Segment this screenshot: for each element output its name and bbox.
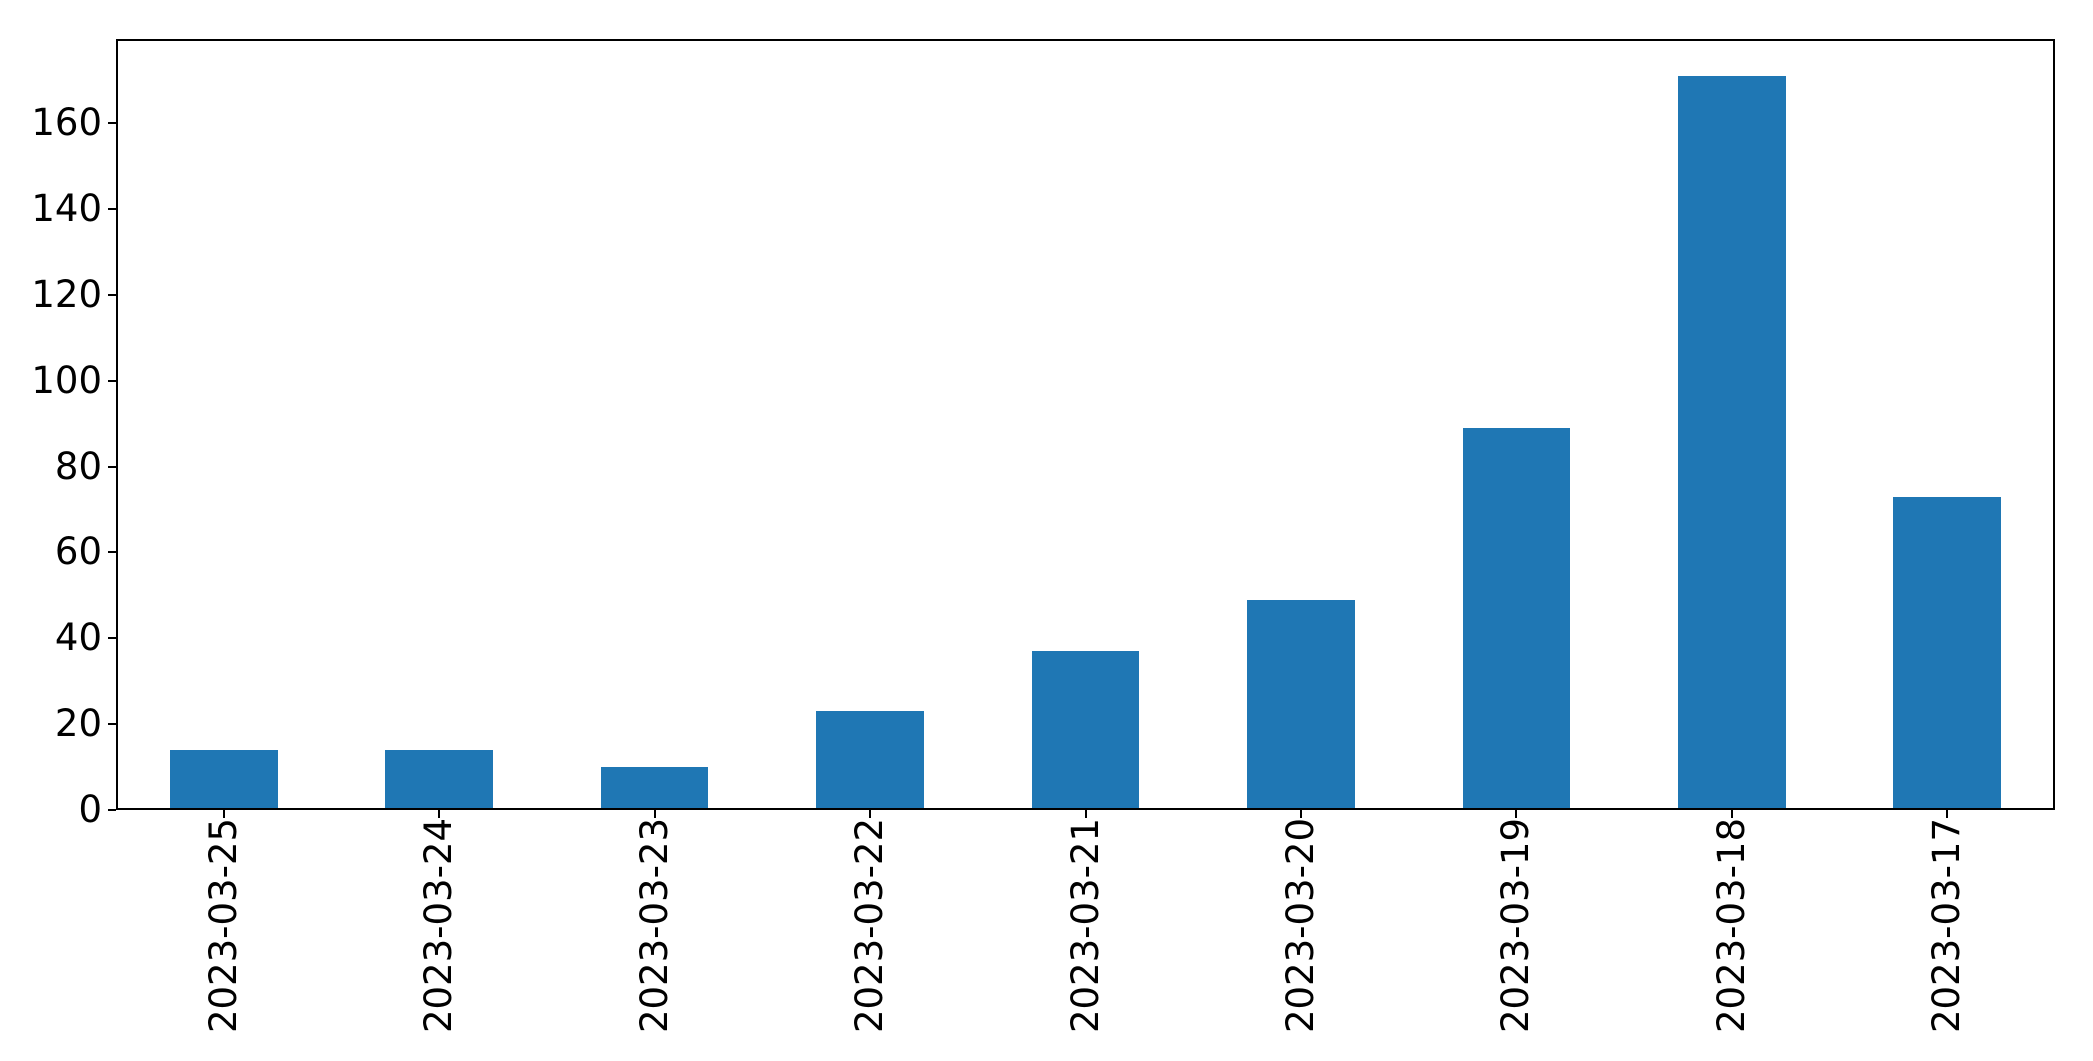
x-tick-label: 2023-03-17 — [1925, 818, 1969, 1034]
bar-2023-03-24 — [385, 749, 494, 810]
y-tick-mark — [108, 551, 116, 554]
bar-2023-03-17 — [1893, 496, 2002, 810]
y-tick-label: 160 — [31, 101, 102, 145]
y-tick-label: 120 — [31, 272, 102, 316]
x-tick-mark — [1946, 810, 1949, 818]
x-tick-mark — [438, 810, 441, 818]
x-tick-mark — [653, 810, 656, 818]
x-tick-label: 2023-03-21 — [1063, 818, 1107, 1034]
y-tick-label: 140 — [31, 186, 102, 230]
y-tick-mark — [108, 637, 116, 640]
bar-2023-03-25 — [169, 749, 278, 810]
bar-2023-03-23 — [600, 767, 709, 810]
plot-area: 0 20 40 60 80 100 120 140 160 2023-03-25 2023-03-2… — [31, 39, 2055, 1033]
bar-2023-03-21 — [1031, 651, 1140, 810]
y-tick-label: 60 — [54, 530, 102, 574]
y-tick-label: 100 — [31, 358, 102, 402]
x-tick-label: 2023-03-20 — [1278, 818, 1322, 1034]
bar-2023-03-22 — [816, 711, 924, 810]
y-tick-label: 20 — [54, 702, 102, 746]
x-tick-label: 2023-03-18 — [1709, 818, 1753, 1034]
x-tick-mark — [1515, 810, 1518, 818]
x-tick-label: 2023-03-24 — [417, 818, 461, 1034]
y-tick-label: 80 — [54, 444, 102, 488]
x-tick-label: 2023-03-23 — [632, 818, 676, 1034]
y-tick-mark — [108, 723, 116, 726]
x-tick-mark — [1299, 810, 1302, 818]
y-tick-label: 0 — [78, 788, 102, 831]
bar-2023-03-18 — [1677, 75, 1786, 810]
y-tick-mark — [108, 207, 116, 210]
x-tick-mark — [1730, 810, 1733, 818]
x-tick-label: 2023-03-25 — [201, 818, 245, 1034]
x-tick-mark — [869, 810, 872, 818]
x-tick-mark — [1084, 810, 1087, 818]
y-tick-mark — [108, 465, 116, 468]
x-tick-label: 2023-03-19 — [1494, 818, 1538, 1034]
y-tick-mark — [108, 379, 116, 382]
bar-2023-03-19 — [1462, 427, 1571, 810]
y-tick-label: 40 — [54, 616, 102, 660]
y-tick-mark — [108, 122, 116, 125]
x-tick-label: 2023-03-22 — [848, 818, 892, 1034]
y-tick-mark — [108, 293, 116, 296]
y-tick-mark — [108, 809, 116, 811]
x-tick-mark — [222, 810, 225, 818]
bar-2023-03-20 — [1247, 599, 1355, 810]
